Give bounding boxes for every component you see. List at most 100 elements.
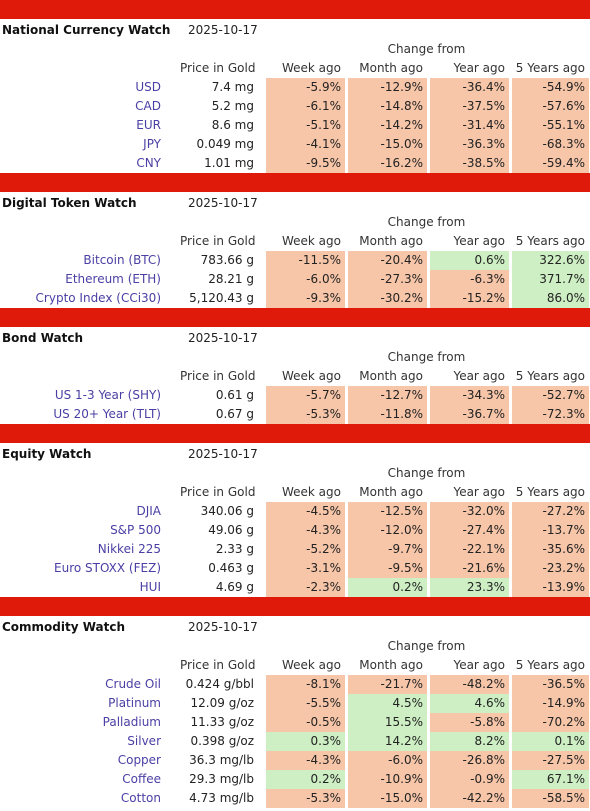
change-cell: -3.1% <box>266 559 345 578</box>
change-cell: -5.3% <box>266 405 345 424</box>
column-header-month-ago: Month ago <box>359 61 423 75</box>
watch-section: Digital Token Watch 2025-10-17 Change from… <box>0 173 590 308</box>
section-divider-bar <box>0 173 590 193</box>
section-header: Digital Token Watch 2025-10-17 <box>0 193 590 213</box>
change-cell: 8.2% <box>430 732 509 751</box>
change-from-row: Change from <box>0 637 590 656</box>
asset-name-link[interactable]: CNY <box>136 156 161 170</box>
asset-name-link[interactable]: HUI <box>139 580 161 594</box>
asset-name-link[interactable]: JPY <box>143 137 161 151</box>
price-in-gold-cell: 5,120.43 g <box>189 291 254 305</box>
asset-name-link[interactable]: EUR <box>136 118 161 132</box>
change-from-label: Change from <box>387 639 466 653</box>
change-cell: 4.6% <box>430 694 509 713</box>
table-row: JPY 0.049 mg -4.1% -15.0% -36.3% -68.3% <box>0 135 590 154</box>
column-header-year-ago: Year ago <box>453 369 505 383</box>
asset-name-link[interactable]: Ethereum (ETH) <box>65 272 161 286</box>
change-cell: -36.7% <box>430 405 509 424</box>
asset-name-link[interactable]: US 20+ Year (TLT) <box>53 407 161 421</box>
asset-name-link[interactable]: Euro STOXX (FEZ) <box>54 561 161 575</box>
asset-name-link[interactable]: Bitcoin (BTC) <box>83 253 161 267</box>
column-header-month-ago: Month ago <box>359 234 423 248</box>
change-cell: -59.4% <box>512 154 589 173</box>
change-cell: -13.9% <box>512 578 589 597</box>
change-cell: -12.0% <box>348 521 427 540</box>
change-from-row: Change from <box>0 348 590 367</box>
table-row: Ethereum (ETH) 28.21 g -6.0% -27.3% -6.3% 371… <box>0 270 590 289</box>
section-title: National Currency Watch <box>2 23 171 37</box>
column-header-row: Price in Gold Week ago Month ago Year ago 5 … <box>0 367 590 386</box>
section-date: 2025-10-17 <box>188 23 258 37</box>
asset-name-link[interactable]: US 1-3 Year (SHY) <box>54 388 161 402</box>
table-row: Cotton 4.73 mg/lb -5.3% -15.0% -42.2% -58.5% <box>0 789 590 808</box>
asset-name-link[interactable]: Crypto Index (CCi30) <box>35 291 161 305</box>
table-row: Coffee 29.3 mg/lb 0.2% -10.9% -0.9% 67.1% <box>0 770 590 789</box>
change-cell: -26.8% <box>430 751 509 770</box>
asset-name-link[interactable]: Cotton <box>120 791 161 805</box>
price-in-gold-cell: 0.398 g/oz <box>190 734 254 748</box>
column-header-name <box>0 232 180 251</box>
change-cell: 4.5% <box>348 694 427 713</box>
change-cell: 0.2% <box>266 770 345 789</box>
change-from-label: Change from <box>387 215 466 229</box>
change-cell: -27.2% <box>512 502 589 521</box>
change-from-row: Change from <box>0 40 590 59</box>
asset-name-link[interactable]: DJIA <box>136 504 161 518</box>
section-divider-bar <box>0 597 590 617</box>
change-cell: -30.2% <box>348 289 427 308</box>
change-cell: 23.3% <box>430 578 509 597</box>
table-row: S&P 500 49.06 g -4.3% -12.0% -27.4% -13.7% <box>0 521 590 540</box>
section-date: 2025-10-17 <box>188 331 258 345</box>
change-cell: -10.9% <box>348 770 427 789</box>
column-header-price-in-gold: Price in Gold <box>180 658 256 672</box>
column-header-5-years-ago: 5 Years ago <box>515 234 585 248</box>
price-in-gold-cell: 12.09 g/oz <box>190 696 254 710</box>
asset-name-link[interactable]: Silver <box>127 734 161 748</box>
price-in-gold-cell: 0.049 mg <box>196 137 254 151</box>
change-cell: -5.7% <box>266 386 345 405</box>
column-header-5-years-ago: 5 Years ago <box>515 61 585 75</box>
change-cell: -37.5% <box>430 97 509 116</box>
asset-name-link[interactable]: Copper <box>117 753 161 767</box>
change-cell: -8.1% <box>266 675 345 694</box>
section-header: Bond Watch 2025-10-17 <box>0 328 590 348</box>
section-divider-bar <box>0 0 590 20</box>
column-header-week-ago: Week ago <box>281 61 341 75</box>
section-header: National Currency Watch 2025-10-17 <box>0 20 590 40</box>
change-cell: -27.4% <box>430 521 509 540</box>
asset-name-link[interactable]: S&P 500 <box>110 523 161 537</box>
column-header-name <box>0 59 180 78</box>
change-cell: -72.3% <box>512 405 589 424</box>
section-title: Equity Watch <box>2 447 92 461</box>
change-cell: -22.1% <box>430 540 509 559</box>
asset-name-link[interactable]: CAD <box>135 99 161 113</box>
asset-name-link[interactable]: Palladium <box>102 715 161 729</box>
change-cell: -68.3% <box>512 135 589 154</box>
change-cell: -4.3% <box>266 521 345 540</box>
section-divider-bar <box>0 308 590 328</box>
price-in-gold-cell: 28.21 g <box>208 272 254 286</box>
table-row: HUI 4.69 g -2.3% 0.2% 23.3% -13.9% <box>0 578 590 597</box>
change-cell: 0.1% <box>512 732 589 751</box>
table-row: Euro STOXX (FEZ) 0.463 g -3.1% -9.5% -21.6% -… <box>0 559 590 578</box>
column-header-row: Price in Gold Week ago Month ago Year ago 5 … <box>0 232 590 251</box>
change-from-label: Change from <box>387 42 466 56</box>
asset-name-link[interactable]: Coffee <box>122 772 161 786</box>
change-cell: -31.4% <box>430 116 509 135</box>
column-header-5-years-ago: 5 Years ago <box>515 485 585 499</box>
asset-name-link[interactable]: Platinum <box>108 696 161 710</box>
asset-name-link[interactable]: Crude Oil <box>105 677 161 691</box>
asset-name-link[interactable]: Nikkei 225 <box>97 542 161 556</box>
table-row: Crude Oil 0.424 g/bbl -8.1% -21.7% -48.2% -36… <box>0 675 590 694</box>
column-header-year-ago: Year ago <box>453 61 505 75</box>
section-title: Bond Watch <box>2 331 83 345</box>
change-cell: -6.1% <box>266 97 345 116</box>
change-cell: -23.2% <box>512 559 589 578</box>
price-in-gold-cell: 11.33 g/oz <box>190 715 254 729</box>
asset-name-link[interactable]: USD <box>135 80 161 94</box>
table-row: DJIA 340.06 g -4.5% -12.5% -32.0% -27.2% <box>0 502 590 521</box>
price-in-gold-cell: 7.4 mg <box>211 80 254 94</box>
change-cell: -14.2% <box>348 116 427 135</box>
column-header-price-in-gold: Price in Gold <box>180 234 256 248</box>
